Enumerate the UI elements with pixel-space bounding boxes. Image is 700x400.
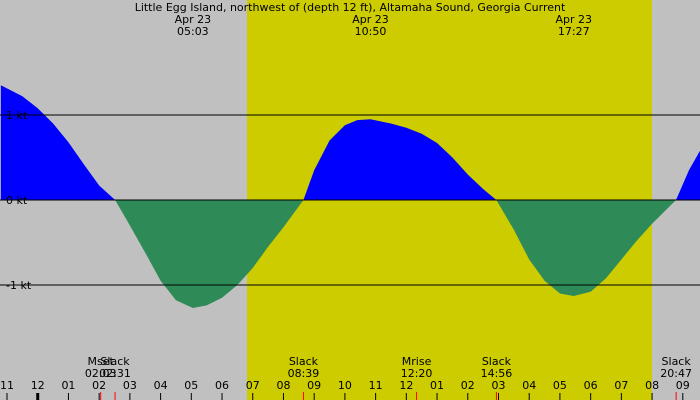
flood-area [0, 85, 700, 200]
y-tick-label: 1 kt [6, 109, 28, 122]
x-tick-label: 12 [399, 379, 413, 392]
event-time: 02:31 [99, 367, 131, 380]
event-label: Mrise [402, 355, 432, 368]
x-tick-label: 02 [92, 379, 106, 392]
x-tick-label: 08 [645, 379, 659, 392]
x-tick-label: 07 [614, 379, 628, 392]
x-tick-label: 03 [491, 379, 505, 392]
x-tick-label: 04 [154, 379, 168, 392]
x-tick-label: 10 [338, 379, 352, 392]
event-label: Slack [289, 355, 319, 368]
event-time: 02:03 [85, 367, 117, 380]
event-time: 08:39 [288, 367, 320, 380]
event-time: 20:47 [660, 367, 692, 380]
y-tick-label: -1 kt [6, 279, 32, 292]
x-tick-label: 09 [307, 379, 321, 392]
y-tick-label: 0 kt [6, 194, 28, 207]
chart-title: Little Egg Island, northwest of (depth 1… [135, 1, 566, 14]
event-label: Mset [88, 355, 115, 368]
extreme-time: 17:27 [558, 25, 590, 38]
x-tick-label: 12 [31, 379, 45, 392]
x-tick-label: 06 [215, 379, 229, 392]
x-tick-label: 01 [430, 379, 444, 392]
x-tick-label: 06 [584, 379, 598, 392]
event-label: Slack [100, 355, 130, 368]
x-tick-label: 03 [123, 379, 137, 392]
event-time: 12:20 [401, 367, 433, 380]
event-time: 14:56 [481, 367, 513, 380]
extreme-date: Apr 23 [555, 13, 592, 26]
ebb-area [0, 200, 700, 308]
x-tick-label: 11 [0, 379, 14, 392]
x-tick-label: 04 [522, 379, 536, 392]
extreme-time: 05:03 [177, 25, 209, 38]
x-tick-label: 08 [276, 379, 290, 392]
event-label: Slack [662, 355, 692, 368]
x-tick-label: 11 [369, 379, 383, 392]
x-tick-label: 09 [676, 379, 690, 392]
x-tick-label: 05 [553, 379, 567, 392]
extreme-time: 10:50 [355, 25, 387, 38]
x-tick-label: 07 [246, 379, 260, 392]
extreme-date: Apr 23 [175, 13, 212, 26]
extreme-date: Apr 23 [352, 13, 389, 26]
x-tick-label: 02 [461, 379, 475, 392]
x-tick-label: 01 [61, 379, 75, 392]
event-label: Slack [482, 355, 512, 368]
x-tick-label: 05 [184, 379, 198, 392]
